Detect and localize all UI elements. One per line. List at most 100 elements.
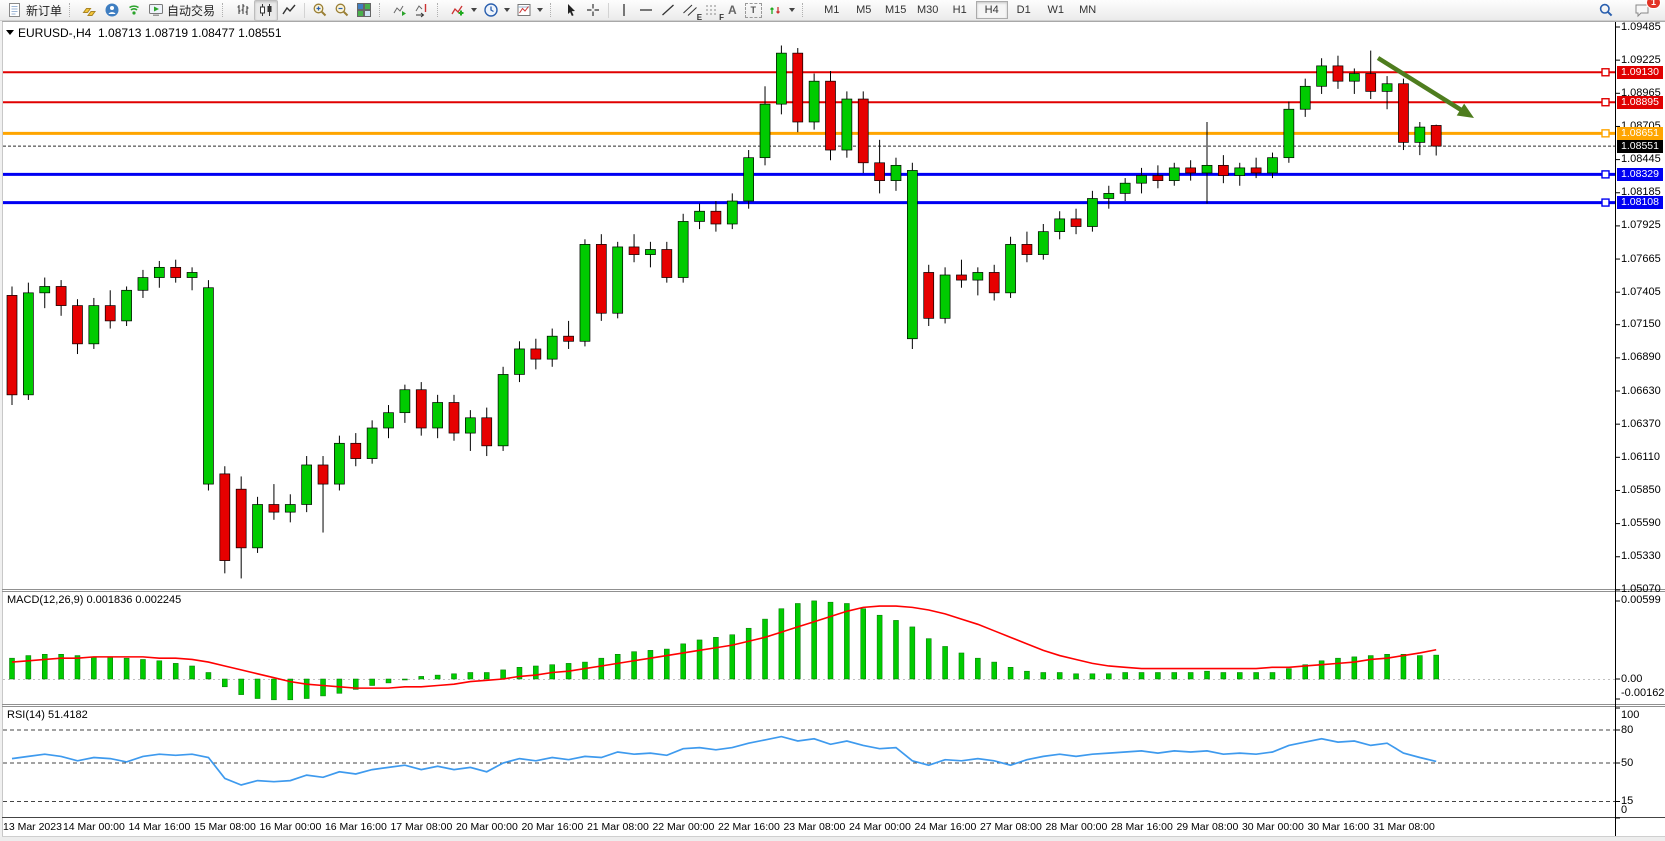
one-click-trading-toggle[interactable]	[6, 30, 14, 35]
time-label: 23 Mar 08:00	[783, 821, 846, 833]
time-label: 22 Mar 00:00	[652, 821, 715, 833]
price-tick: 1.08965	[1621, 86, 1661, 99]
symbols-button[interactable]	[79, 1, 101, 20]
chart-shift-button[interactable]	[411, 1, 433, 20]
rsi-label: RSI(14) 51.4182	[7, 709, 88, 721]
fibonacci-button[interactable]: F	[701, 1, 725, 22]
text-button[interactable]: A	[723, 1, 742, 20]
price-tick: 1.06890	[1621, 351, 1661, 364]
timeframe-M5[interactable]: M5	[856, 4, 872, 16]
text-label-button[interactable]: T	[742, 1, 765, 20]
toolbar-right: 1	[1595, 0, 1665, 20]
tile-windows-button[interactable]	[353, 1, 375, 20]
cursor-icon	[568, 4, 576, 16]
macd-label: MACD(12,26,9) 0.001836 0.002245	[7, 594, 182, 606]
trendline-button[interactable]	[657, 1, 679, 20]
search-button[interactable]	[1595, 1, 1617, 20]
equidistant-channel-button[interactable]: E	[679, 1, 702, 22]
new-order-button[interactable]: 新订单	[4, 1, 65, 20]
chevron-down-icon	[788, 8, 795, 12]
zoom-in-icon	[313, 3, 327, 17]
indicators-icon	[451, 5, 464, 16]
horizontal-line-icon	[640, 9, 653, 11]
templates-button[interactable]	[513, 1, 546, 20]
profile-button[interactable]	[101, 1, 123, 20]
clock-icon	[484, 3, 498, 17]
line-chart-button[interactable]	[278, 1, 300, 20]
price-tick: 1.07150	[1621, 318, 1661, 331]
price-tick: 1.05330	[1621, 550, 1661, 563]
timeframe-H4[interactable]: H4	[975, 1, 1008, 19]
line-chart-icon	[282, 4, 296, 15]
timeframe-M1[interactable]: M1	[824, 4, 840, 16]
vertical-line-button[interactable]	[613, 1, 635, 20]
time-label: 20 Mar 00:00	[455, 821, 518, 833]
price-tick: 1.08185	[1621, 186, 1661, 199]
indicators-button[interactable]	[447, 1, 480, 20]
chevron-down-icon	[537, 8, 544, 12]
time-label: 24 Mar 00:00	[848, 821, 911, 833]
notifications-button[interactable]: 1	[1631, 0, 1661, 20]
auto-scroll-icon	[393, 5, 407, 16]
ohlc-bars-button[interactable]	[232, 1, 254, 20]
time-label: 16 Mar 16:00	[324, 821, 387, 833]
zoom-in-button[interactable]	[309, 1, 331, 20]
price-tick: 1.06110	[1621, 450, 1660, 463]
chart-ohlc-line: EURUSD-,H4 1.08713 1.08719 1.08477 1.085…	[18, 26, 282, 40]
price-tick: 1.08445	[1621, 153, 1661, 166]
macd-tick: -0.001625	[1621, 686, 1665, 699]
toolbar-separator	[304, 2, 306, 18]
channel-icon	[683, 4, 697, 16]
chevron-down-icon	[504, 8, 511, 12]
time-label: 21 Mar 08:00	[586, 821, 649, 833]
fibonacci-glyph: F	[719, 12, 725, 22]
toolbar-grip	[437, 3, 443, 17]
price-line-label: 1.08651	[1617, 126, 1663, 140]
rsi-tick: 50	[1621, 756, 1634, 769]
autotrading-icon	[149, 4, 164, 16]
signal-icon	[129, 5, 139, 15]
price-tick: 1.09485	[1621, 20, 1661, 33]
price-line-label: 1.08551	[1617, 139, 1663, 153]
price-tick: 1.06630	[1621, 384, 1661, 397]
timeframe-H1[interactable]: H1	[952, 4, 967, 16]
autotrading-label: 自动交易	[167, 3, 216, 18]
periods-button[interactable]	[480, 1, 513, 20]
timeframe-D1[interactable]: D1	[1016, 4, 1031, 16]
auto-scroll-button[interactable]	[389, 1, 411, 20]
price-tick: 1.07925	[1621, 219, 1661, 232]
price-tick: 1.07405	[1621, 285, 1661, 298]
timeframe-group: M1 M5 M15 M30 H1 H4 D1 W1 MN	[816, 1, 1104, 19]
horizontal-line-button[interactable]	[635, 1, 657, 20]
autotrading-button[interactable]: 自动交易	[145, 1, 218, 20]
timeframe-M30[interactable]: M30	[917, 4, 939, 16]
zoom-out-icon	[335, 3, 349, 17]
toolbar-grip	[801, 3, 808, 17]
zoom-out-button[interactable]	[331, 1, 353, 20]
arrows-icon	[769, 7, 780, 14]
tile-windows-icon	[357, 3, 372, 17]
window-left-edge	[0, 21, 2, 841]
time-label: 13 Mar 2023	[3, 821, 62, 833]
status-strip	[0, 837, 1665, 841]
price-tick: 1.05590	[1621, 517, 1661, 530]
toolbar-grip	[69, 3, 75, 17]
chart-shift-icon	[415, 4, 427, 18]
toolbar-grip	[550, 3, 556, 17]
toolbar-separator	[608, 2, 610, 18]
candlestick-button[interactable]	[254, 0, 279, 21]
crosshair-button[interactable]	[582, 1, 604, 20]
time-label: 28 Mar 00:00	[1045, 821, 1108, 833]
candlestick-icon	[260, 4, 272, 16]
toolbar-grip	[222, 3, 228, 17]
arrows-button[interactable]	[765, 1, 798, 20]
text-label-glyph: T	[750, 5, 756, 15]
profile-icon	[105, 3, 119, 17]
signals-button[interactable]	[123, 1, 145, 20]
cursor-button[interactable]	[560, 1, 582, 20]
timeframe-M15[interactable]: M15	[885, 4, 907, 16]
timeframe-MN[interactable]: MN	[1079, 4, 1097, 16]
timeframe-W1[interactable]: W1	[1047, 4, 1064, 16]
